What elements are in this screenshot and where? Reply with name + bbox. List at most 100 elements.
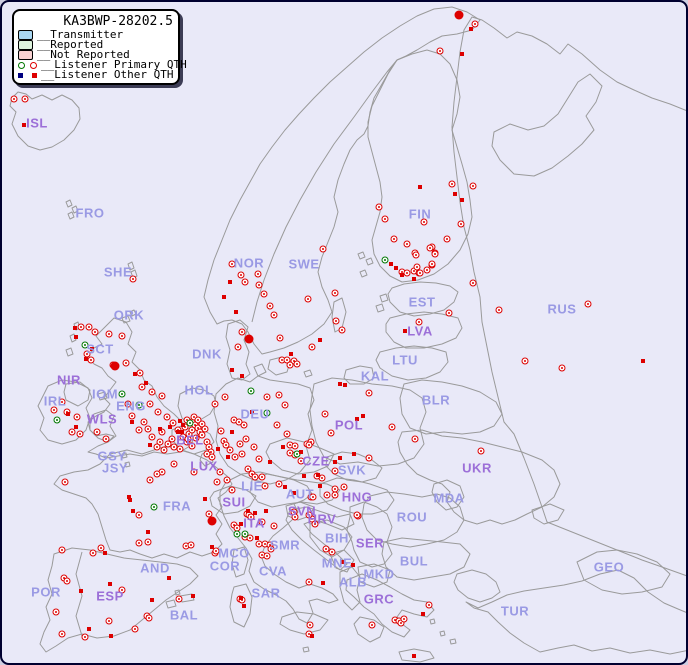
listener-primary-qth-large-marker: [454, 10, 464, 20]
country-label-mco: MCO: [218, 545, 250, 561]
listener-primary-qth-marker: [128, 412, 136, 420]
country-georgia: [576, 549, 671, 595]
listener-primary-qth-marker: [175, 595, 183, 603]
listener-other-qth-marker: [281, 445, 285, 449]
listener-primary-qth-marker: [105, 330, 113, 338]
country-label-pol: POL: [334, 417, 364, 433]
aegean-island: [449, 638, 457, 645]
border-portugal-spain: [75, 551, 83, 637]
listener-other-qth-marker: [355, 417, 359, 421]
legend-row: __Not Reported: [18, 49, 178, 60]
listener-primary-qth-marker: [50, 406, 58, 414]
listener-primary-qth-marker: [431, 250, 439, 258]
legend-ring-markers: [18, 61, 37, 69]
country-label-lie: LIE: [241, 478, 263, 494]
country-france: [53, 445, 233, 559]
listener-primary-qth-heard-marker: [53, 416, 61, 424]
listener-other-qth-marker: [412, 277, 416, 281]
listener-other-qth-marker: [255, 536, 259, 540]
listener-other-qth-marker: [144, 381, 148, 385]
listener-other-qth-marker: [84, 357, 88, 361]
listener-primary-qth-marker: [188, 442, 196, 450]
listener-primary-qth-large-marker: [244, 334, 254, 344]
faroe-island: [71, 205, 79, 214]
listener-other-qth-marker: [103, 551, 107, 555]
listener-other-qth-marker: [341, 560, 345, 564]
turkey-thrace: [453, 569, 501, 603]
country-label-aut: AUT: [285, 486, 315, 502]
country-northern-ireland: [63, 381, 91, 407]
listener-primary-qth-marker: [77, 323, 85, 331]
country-label-jsy: JSY: [101, 460, 129, 476]
legend-row-label: __Listener Other QTH: [41, 68, 174, 81]
legend-row: __Reported: [18, 39, 178, 50]
listener-primary-qth-marker: [146, 400, 154, 408]
listener-primary-qth-marker: [328, 548, 336, 556]
listener-other-qth-marker: [310, 634, 314, 638]
island-bornholm: [303, 369, 313, 378]
listener-primary-qth-marker: [244, 465, 252, 473]
listener-primary-qth-marker: [91, 328, 99, 336]
listener-other-qth-marker: [394, 266, 398, 270]
listener-primary-qth-marker: [138, 383, 146, 391]
country-label-bul: BUL: [399, 553, 429, 569]
country-finland: [367, 49, 473, 283]
listener-other-qth-marker: [318, 338, 322, 342]
listener-primary-qth-marker: [443, 235, 451, 243]
listener-primary-qth-marker: [250, 443, 258, 451]
listener-primary-qth-marker: [258, 473, 266, 481]
listener-primary-qth-marker: [558, 364, 566, 372]
country-label-hrv: HRV: [307, 511, 337, 527]
listener-other-qth-marker: [74, 335, 78, 339]
country-label-grc: GRC: [363, 591, 395, 607]
crimea: [531, 503, 565, 525]
listener-primary-qth-marker: [231, 453, 239, 461]
country-romania: [361, 491, 465, 548]
country-croatia: [285, 506, 355, 571]
listener-other-qth-marker: [292, 491, 296, 495]
listener-primary-qth-marker: [68, 428, 76, 436]
listener-other-qth-marker: [469, 27, 473, 31]
listener-primary-qth-marker: [423, 266, 431, 274]
listener-primary-qth-heard-marker: [241, 530, 249, 538]
listener-primary-qth-marker: [201, 425, 209, 433]
listener-primary-qth-marker: [365, 454, 373, 462]
listener-other-qth-marker: [230, 368, 234, 372]
country-label-rus: RUS: [547, 301, 577, 317]
channel-island-guernsey: [121, 452, 128, 459]
listener-primary-qth-marker: [297, 457, 305, 465]
listener-primary-qth-marker: [93, 428, 101, 436]
country-label-lux: LUX: [190, 458, 218, 474]
listener-primary-qth-marker: [412, 251, 420, 259]
listener-primary-qth-marker: [471, 20, 479, 28]
listener-primary-qth-marker: [158, 428, 166, 436]
listener-primary-qth-marker: [73, 413, 81, 421]
country-label-smr: SMR: [269, 537, 301, 553]
listener-primary-qth-marker: [238, 328, 246, 336]
country-ukraine: [397, 429, 561, 525]
listener-other-qth-marker: [299, 450, 303, 454]
listener-primary-qth-marker: [255, 455, 263, 463]
listener-other-qth-marker: [240, 374, 244, 378]
listener-primary-qth-marker: [241, 278, 249, 286]
orkney-island: [129, 309, 137, 317]
listener-other-qth-marker: [108, 582, 112, 586]
country-label-geo: GEO: [593, 559, 625, 575]
listener-primary-qth-marker: [240, 421, 248, 429]
listener-other-qth-marker: [79, 589, 83, 593]
listener-primary-qth-marker: [181, 423, 189, 431]
listener-other-qth-marker: [641, 359, 645, 363]
aegean-island: [429, 618, 436, 625]
listener-primary-qth-marker: [255, 281, 263, 289]
listener-other-qth-marker: [246, 509, 250, 513]
listener-primary-qth-marker: [469, 279, 477, 287]
listener-other-qth-marker: [128, 498, 132, 502]
listener-primary-qth-marker: [331, 491, 339, 499]
listener-primary-qth-marker: [258, 518, 266, 526]
listener-other-qth-marker: [268, 460, 272, 464]
faroe-island: [65, 199, 73, 208]
island-crete: [398, 648, 435, 663]
hebrides-island: [69, 333, 77, 343]
listener-primary-qth-marker: [306, 621, 314, 629]
listener-primary-qth-marker: [332, 317, 340, 325]
